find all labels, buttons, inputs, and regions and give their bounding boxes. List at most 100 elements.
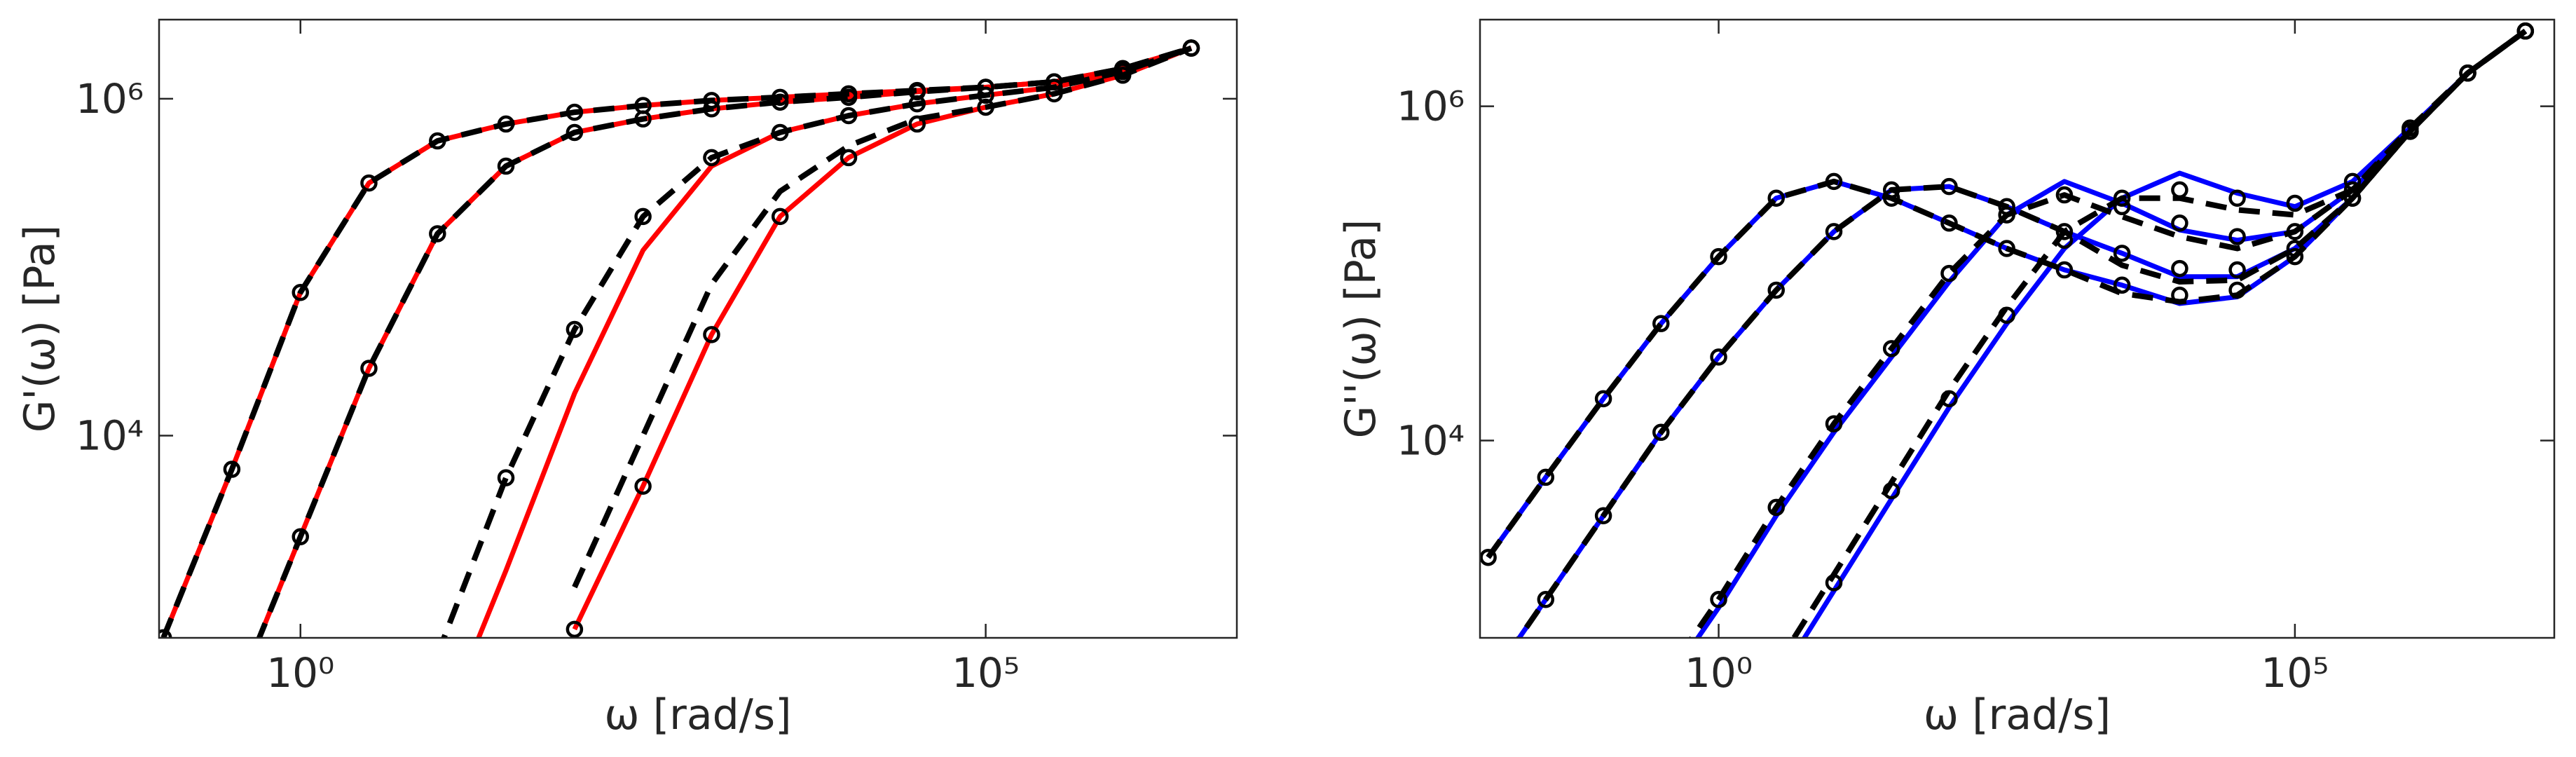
data-point <box>2228 228 2246 245</box>
data-point <box>1998 206 2015 224</box>
data-point <box>566 103 584 121</box>
data-point <box>840 149 858 167</box>
data-point <box>1767 189 1785 207</box>
data-point <box>908 115 926 133</box>
data-point <box>1182 39 1200 57</box>
dashed-line <box>441 45 1193 638</box>
data-point <box>1940 214 1958 232</box>
data-point <box>1998 240 2015 257</box>
data-point <box>1046 73 1063 91</box>
data-point <box>429 132 446 150</box>
data-point <box>771 93 789 111</box>
data-point <box>2171 259 2188 278</box>
data-point <box>2055 261 2074 279</box>
plot-area <box>1480 20 2554 638</box>
dashed-line <box>1688 29 2528 638</box>
data-point <box>2343 181 2362 199</box>
dashed-line <box>572 45 1193 589</box>
data-point <box>1046 79 1063 96</box>
data-point <box>1652 315 1670 332</box>
data-point <box>840 88 858 107</box>
data-point <box>977 86 994 104</box>
data-point <box>2055 231 2074 249</box>
data-point <box>908 83 926 101</box>
data-point <box>1652 423 1670 442</box>
data-point <box>1882 181 1900 199</box>
data-point <box>1710 348 1727 366</box>
data-point <box>2171 214 2188 232</box>
data-point <box>1114 67 1132 84</box>
data-point <box>1594 507 1612 525</box>
data-point <box>2286 240 2304 257</box>
data-point <box>1940 177 1958 196</box>
data-point <box>1046 85 1063 103</box>
axes-box <box>158 18 1238 639</box>
plot-content <box>1480 22 2535 690</box>
data-point <box>771 207 789 226</box>
data-point <box>2343 172 2362 191</box>
data-point <box>2113 189 2131 207</box>
data-point <box>497 469 515 486</box>
data-point <box>360 174 378 192</box>
data-point <box>292 528 309 545</box>
data-point <box>1882 340 1900 357</box>
data-point <box>429 225 446 243</box>
data-point <box>2286 223 2304 240</box>
x-axis-label: ω [rad/s] <box>604 690 791 739</box>
data-point <box>566 123 584 142</box>
y-axis-label: G''(ω) [Pa] <box>1336 219 1385 439</box>
y-tick-label: 10⁶ <box>76 75 144 123</box>
data-point <box>430 648 444 662</box>
data-point <box>2402 119 2419 137</box>
plot-content <box>159 39 1200 712</box>
data-point <box>1480 548 1497 566</box>
y-tick-label: 10⁴ <box>1397 417 1465 465</box>
data-point <box>1710 247 1727 266</box>
data-point <box>771 123 789 142</box>
data-point <box>1940 264 1958 282</box>
data-point <box>1769 667 1783 681</box>
data-point <box>2286 247 2304 266</box>
data-point <box>2228 189 2246 207</box>
data-point <box>908 95 926 113</box>
data-point <box>566 620 584 638</box>
panel: 10⁰ 10⁵ 10⁴ 10⁶ ω [rad/s] G'(ω) [Pa] <box>15 18 1238 739</box>
data-point <box>2113 198 2131 216</box>
data-point <box>1882 482 1900 500</box>
data-point <box>1710 590 1727 608</box>
data-point <box>2228 281 2246 299</box>
data-point <box>634 110 652 128</box>
dashed-line <box>160 45 1193 638</box>
data-point <box>2113 276 2131 294</box>
x-tick-label: 10⁰ <box>1685 649 1753 697</box>
panel: 10⁰ 10⁵ 10⁴ 10⁶ ω [rad/s] G''(ω) [Pa] <box>1336 18 2556 739</box>
data-point <box>634 477 652 495</box>
data-point <box>634 207 652 226</box>
data-point <box>703 149 720 167</box>
data-point <box>292 283 309 301</box>
y-axis-label: G'(ω) [Pa] <box>15 225 64 432</box>
data-point <box>703 326 720 343</box>
y-tick-label: 10⁴ <box>76 411 144 459</box>
data-point <box>1940 390 1958 408</box>
plot-area <box>159 20 1237 638</box>
data-point <box>1825 415 1843 432</box>
data-point <box>225 698 239 712</box>
data-point <box>2459 64 2476 82</box>
data-point <box>2516 22 2535 40</box>
x-tick-label: 10⁵ <box>952 649 1020 697</box>
data-point <box>1654 676 1668 690</box>
data-point <box>1767 281 1785 299</box>
data-point <box>2171 181 2188 199</box>
dashed-line <box>1486 29 2528 559</box>
axes-box <box>1479 18 2556 639</box>
data-point <box>1825 172 1843 191</box>
data-point <box>1998 306 2015 325</box>
x-axis-label: ω [rad/s] <box>1924 690 2111 739</box>
data-point <box>497 157 515 175</box>
data-point <box>2055 186 2074 204</box>
data-point <box>977 79 994 96</box>
x-tick-label: 10⁵ <box>2261 649 2329 697</box>
